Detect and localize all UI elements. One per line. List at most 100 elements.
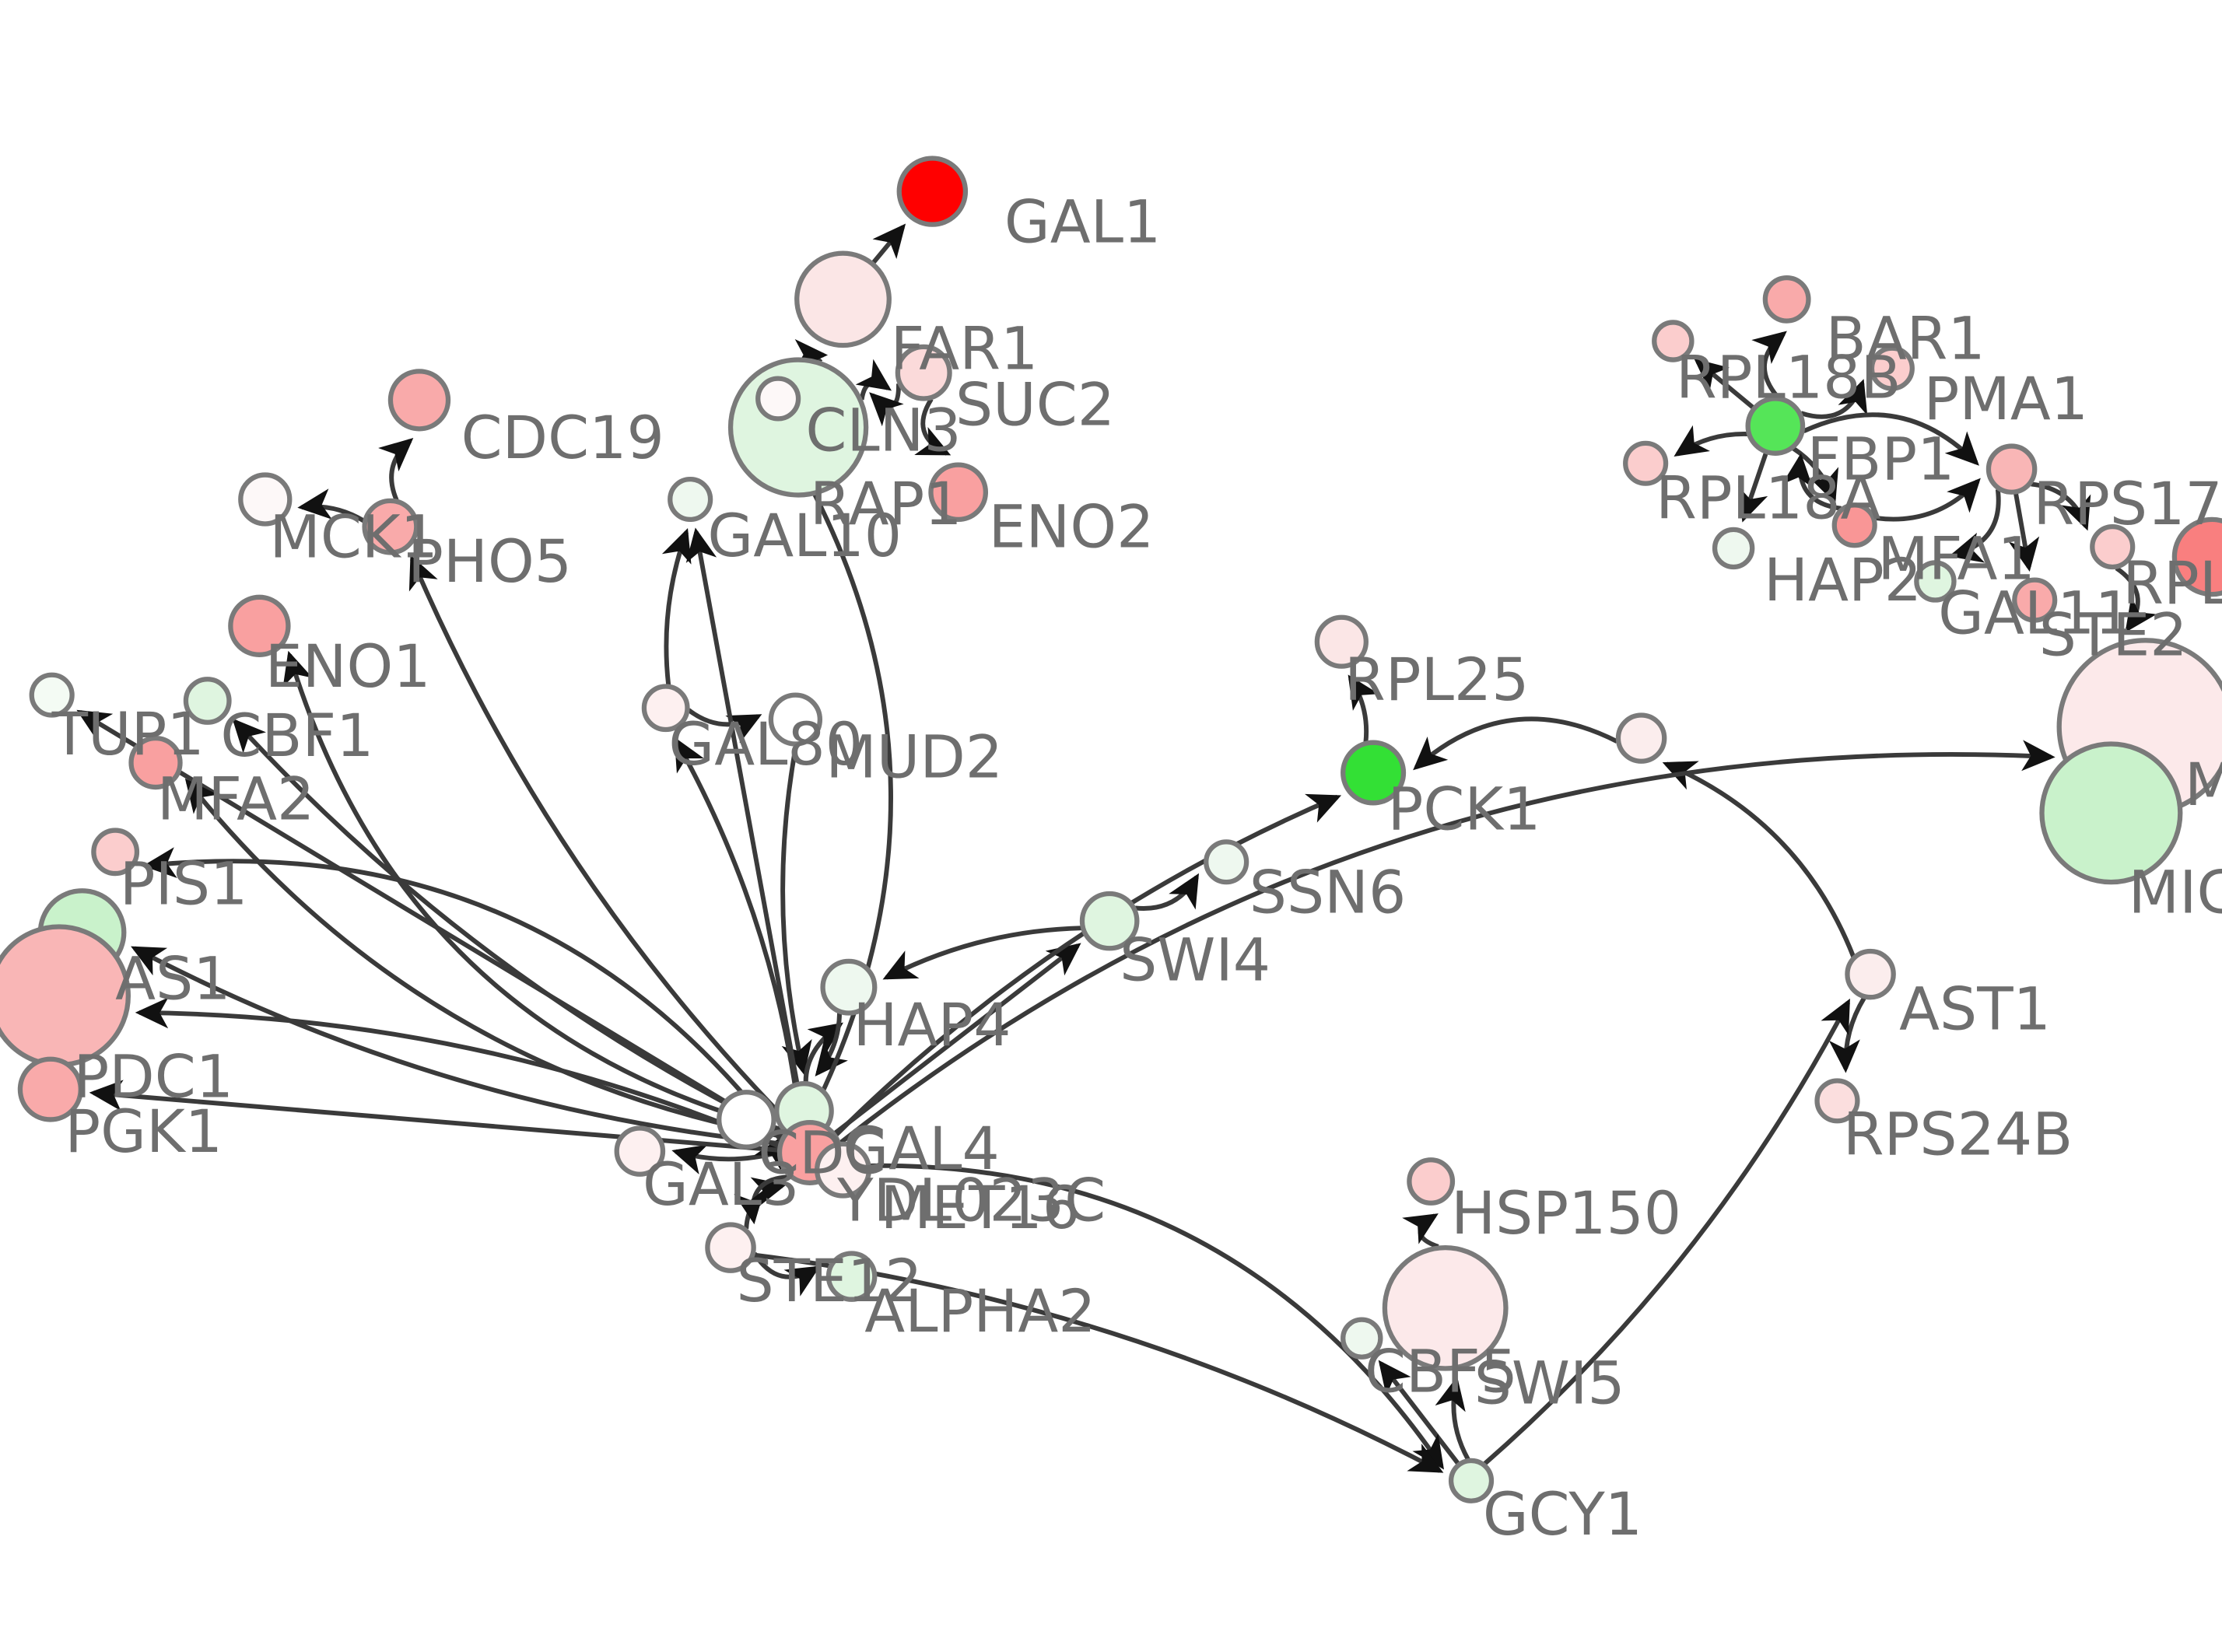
graph-edge[interactable] (1413, 716, 1618, 771)
graph-node-eno2[interactable] (928, 462, 989, 523)
graph-node-pho5[interactable] (362, 498, 419, 555)
graph-node-cbf1[interactable] (183, 677, 232, 725)
graph-edge[interactable] (1483, 998, 1850, 1466)
graph-edge[interactable] (855, 359, 892, 401)
graph-node-ste2[interactable] (2012, 577, 2058, 623)
graph-node-gcy1[interactable] (1448, 1458, 1495, 1503)
graph-edge[interactable] (1949, 488, 2001, 563)
graph-node-ydl023c[interactable] (815, 1141, 871, 1199)
graph-node-ast1[interactable] (1845, 948, 1896, 1000)
graph-edge[interactable] (1348, 674, 1379, 743)
graph-edge[interactable] (777, 428, 893, 1122)
graph-edge[interactable] (734, 1174, 790, 1225)
graph-edge[interactable] (1803, 412, 1979, 466)
graph-node-swi4[interactable] (1079, 891, 1140, 951)
graph-node-pma1[interactable] (1869, 345, 1915, 391)
graph-node-rpl18b[interactable] (1652, 320, 1695, 362)
graph-node-ssn6[interactable] (1204, 839, 1249, 885)
graph-node-hap2[interactable] (1712, 527, 1755, 570)
graph-node-node_x[interactable] (1615, 712, 1667, 764)
graph-edge[interactable] (685, 527, 807, 1122)
graph-edge[interactable] (780, 744, 812, 1075)
graph-node-mfa2[interactable] (128, 735, 183, 790)
graph-node-pck1[interactable] (1341, 740, 1407, 806)
graph-edge[interactable] (1738, 452, 1768, 523)
graph-node-rps17a[interactable] (1985, 443, 2038, 495)
graph-edge[interactable] (1402, 1213, 1439, 1249)
graph-node-hap4[interactable] (820, 958, 878, 1016)
graph-node-label: ALPHA2 (864, 1277, 1095, 1346)
graph-node-cdc_hidden[interactable] (717, 1090, 776, 1150)
graph-node-his4[interactable] (2171, 516, 2222, 597)
graph-edge[interactable] (2115, 566, 2157, 633)
graph-edge[interactable] (1378, 1360, 1460, 1465)
graph-edge[interactable] (1662, 761, 1856, 958)
graph-edge[interactable] (1674, 425, 1748, 457)
graph-edge[interactable] (282, 650, 788, 1133)
graph-edge[interactable] (1435, 1376, 1470, 1461)
graph-edge[interactable] (1694, 359, 1755, 410)
graph-node-rpl18a[interactable] (1623, 440, 1669, 486)
graph-edge[interactable] (1134, 873, 1200, 911)
graph-node-rpl25[interactable] (1314, 614, 1369, 669)
graph-edge[interactable] (661, 527, 692, 686)
graph-edge[interactable] (838, 1163, 1445, 1470)
graph-node-bar1[interactable] (1762, 275, 1811, 324)
graph-node-ste12[interactable] (705, 1222, 756, 1273)
graph-node-label: MUD2 (825, 723, 1003, 792)
graph-edge[interactable] (1874, 478, 1981, 522)
graph-edge[interactable] (833, 943, 1081, 1136)
graph-node-cbf5[interactable] (1341, 1317, 1383, 1360)
graph-node-mck1[interactable] (238, 472, 293, 527)
graph-node-rps24b[interactable] (1814, 1078, 1860, 1124)
graph-edge[interactable] (834, 793, 1342, 1137)
graph-edge[interactable] (752, 1251, 821, 1297)
graph-node-far1[interactable] (794, 250, 892, 348)
graph-node-rap1[interactable] (755, 376, 801, 422)
graph-edge[interactable] (297, 488, 366, 523)
graph-node-pgk1[interactable] (17, 1056, 83, 1122)
graph-edge[interactable] (1751, 331, 1787, 399)
graph-node-pis1[interactable] (91, 828, 140, 877)
graph-node-cdc19[interactable] (387, 369, 451, 432)
graph-node-hsp150[interactable] (1407, 1157, 1456, 1206)
graph-node-gal3[interactable] (614, 1125, 666, 1177)
graph-node-suc2[interactable] (895, 344, 952, 401)
graph-node-swi5[interactable] (1382, 1244, 1509, 1371)
graph-edge[interactable] (1792, 446, 1839, 504)
graph-edge[interactable] (1828, 996, 1866, 1073)
graph-edge[interactable] (142, 847, 783, 1142)
graph-node-alpha2[interactable] (825, 1251, 878, 1302)
graph-node-gal80[interactable] (641, 684, 690, 733)
graph-edge[interactable] (1800, 379, 1868, 419)
graph-node-gal10[interactable] (668, 476, 713, 523)
graph-edge[interactable] (815, 1013, 848, 1076)
graph-edge[interactable] (408, 555, 794, 1129)
graph-edge[interactable] (869, 383, 904, 427)
graph-edge[interactable] (378, 438, 414, 502)
graph-node-tup1[interactable] (29, 672, 75, 718)
graph-edge[interactable] (687, 708, 762, 744)
graph-edge[interactable] (882, 926, 1082, 980)
graph-edge[interactable] (2008, 492, 2040, 572)
graph-node-mig1[interactable] (2039, 741, 2183, 885)
graph-node-mfa1[interactable] (1831, 502, 1877, 548)
graph-edge[interactable] (89, 1080, 779, 1153)
graph-node-gal1[interactable] (896, 156, 969, 227)
graph-node-label: MIG1 (2129, 859, 2222, 927)
graph-edge[interactable] (2031, 481, 2091, 531)
graph-edge[interactable] (232, 718, 786, 1136)
graph-node-gal11[interactable] (1914, 560, 1957, 603)
graph-node-rpl16a[interactable] (2090, 524, 2136, 570)
graph-edge[interactable] (871, 223, 906, 264)
graph-edge[interactable] (135, 997, 780, 1149)
graph-edge[interactable] (838, 740, 2056, 1145)
graph-edge[interactable] (131, 946, 780, 1146)
graph-node-eno1[interactable] (228, 594, 291, 657)
graph-node-fbp1[interactable] (1745, 396, 1806, 456)
graph-edge[interactable] (914, 397, 952, 456)
graph-edge[interactable] (674, 737, 803, 1123)
graph-node-mud2[interactable] (768, 692, 823, 747)
graph-edge[interactable] (1782, 453, 1842, 511)
